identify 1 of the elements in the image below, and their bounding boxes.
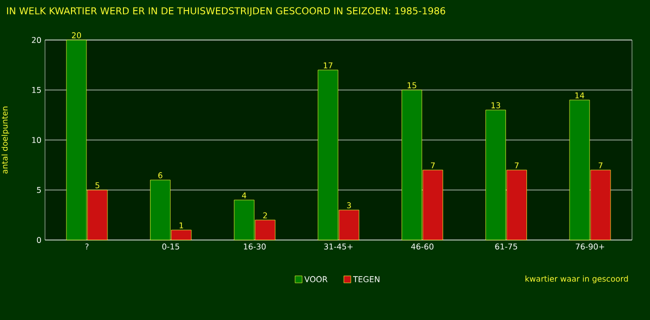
chart-title: IN WELK KWARTIER WERD ER IN DE THUISWEDSTRIJDEN GESCOORD IN SEIZOEN: 1985-1986 bbox=[7, 7, 446, 16]
